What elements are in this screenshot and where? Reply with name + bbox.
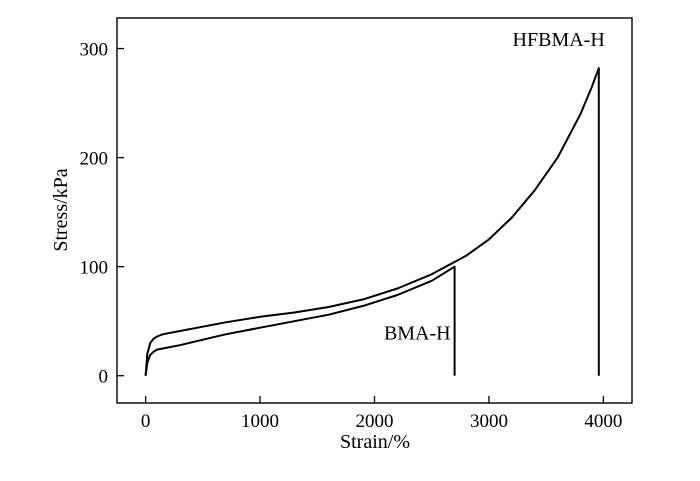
plot-frame [116, 17, 633, 404]
x-axis-label: Strain/% [340, 431, 410, 453]
y-tick-label: 100 [80, 258, 109, 279]
x-tick-label: 0 [141, 411, 151, 432]
y-tick-label: 300 [80, 40, 109, 61]
x-tick-label: 1000 [241, 411, 279, 432]
x-axis-ticks: 0 1000 2000 3000 4000 [141, 396, 622, 432]
x-tick-label: 3000 [470, 411, 508, 432]
x-tick-label: 2000 [356, 411, 394, 432]
series-label-bma-h: BMA-H [384, 323, 451, 345]
series-label-hfbma-h: HFBMA-H [513, 29, 605, 51]
series-labels: HFBMA-H BMA-H [384, 29, 605, 345]
y-tick-label: 0 [99, 367, 109, 388]
series-line-bma-h [144, 265, 456, 376]
y-axis-ticks: 0 100 200 300 [80, 40, 124, 388]
x-tick-label: 4000 [584, 411, 622, 432]
y-axis-label: Stress/kPa [50, 168, 72, 251]
series-layer [144, 67, 600, 376]
y-tick-label: 200 [80, 149, 109, 170]
series-line-hfbma-h [144, 67, 600, 376]
